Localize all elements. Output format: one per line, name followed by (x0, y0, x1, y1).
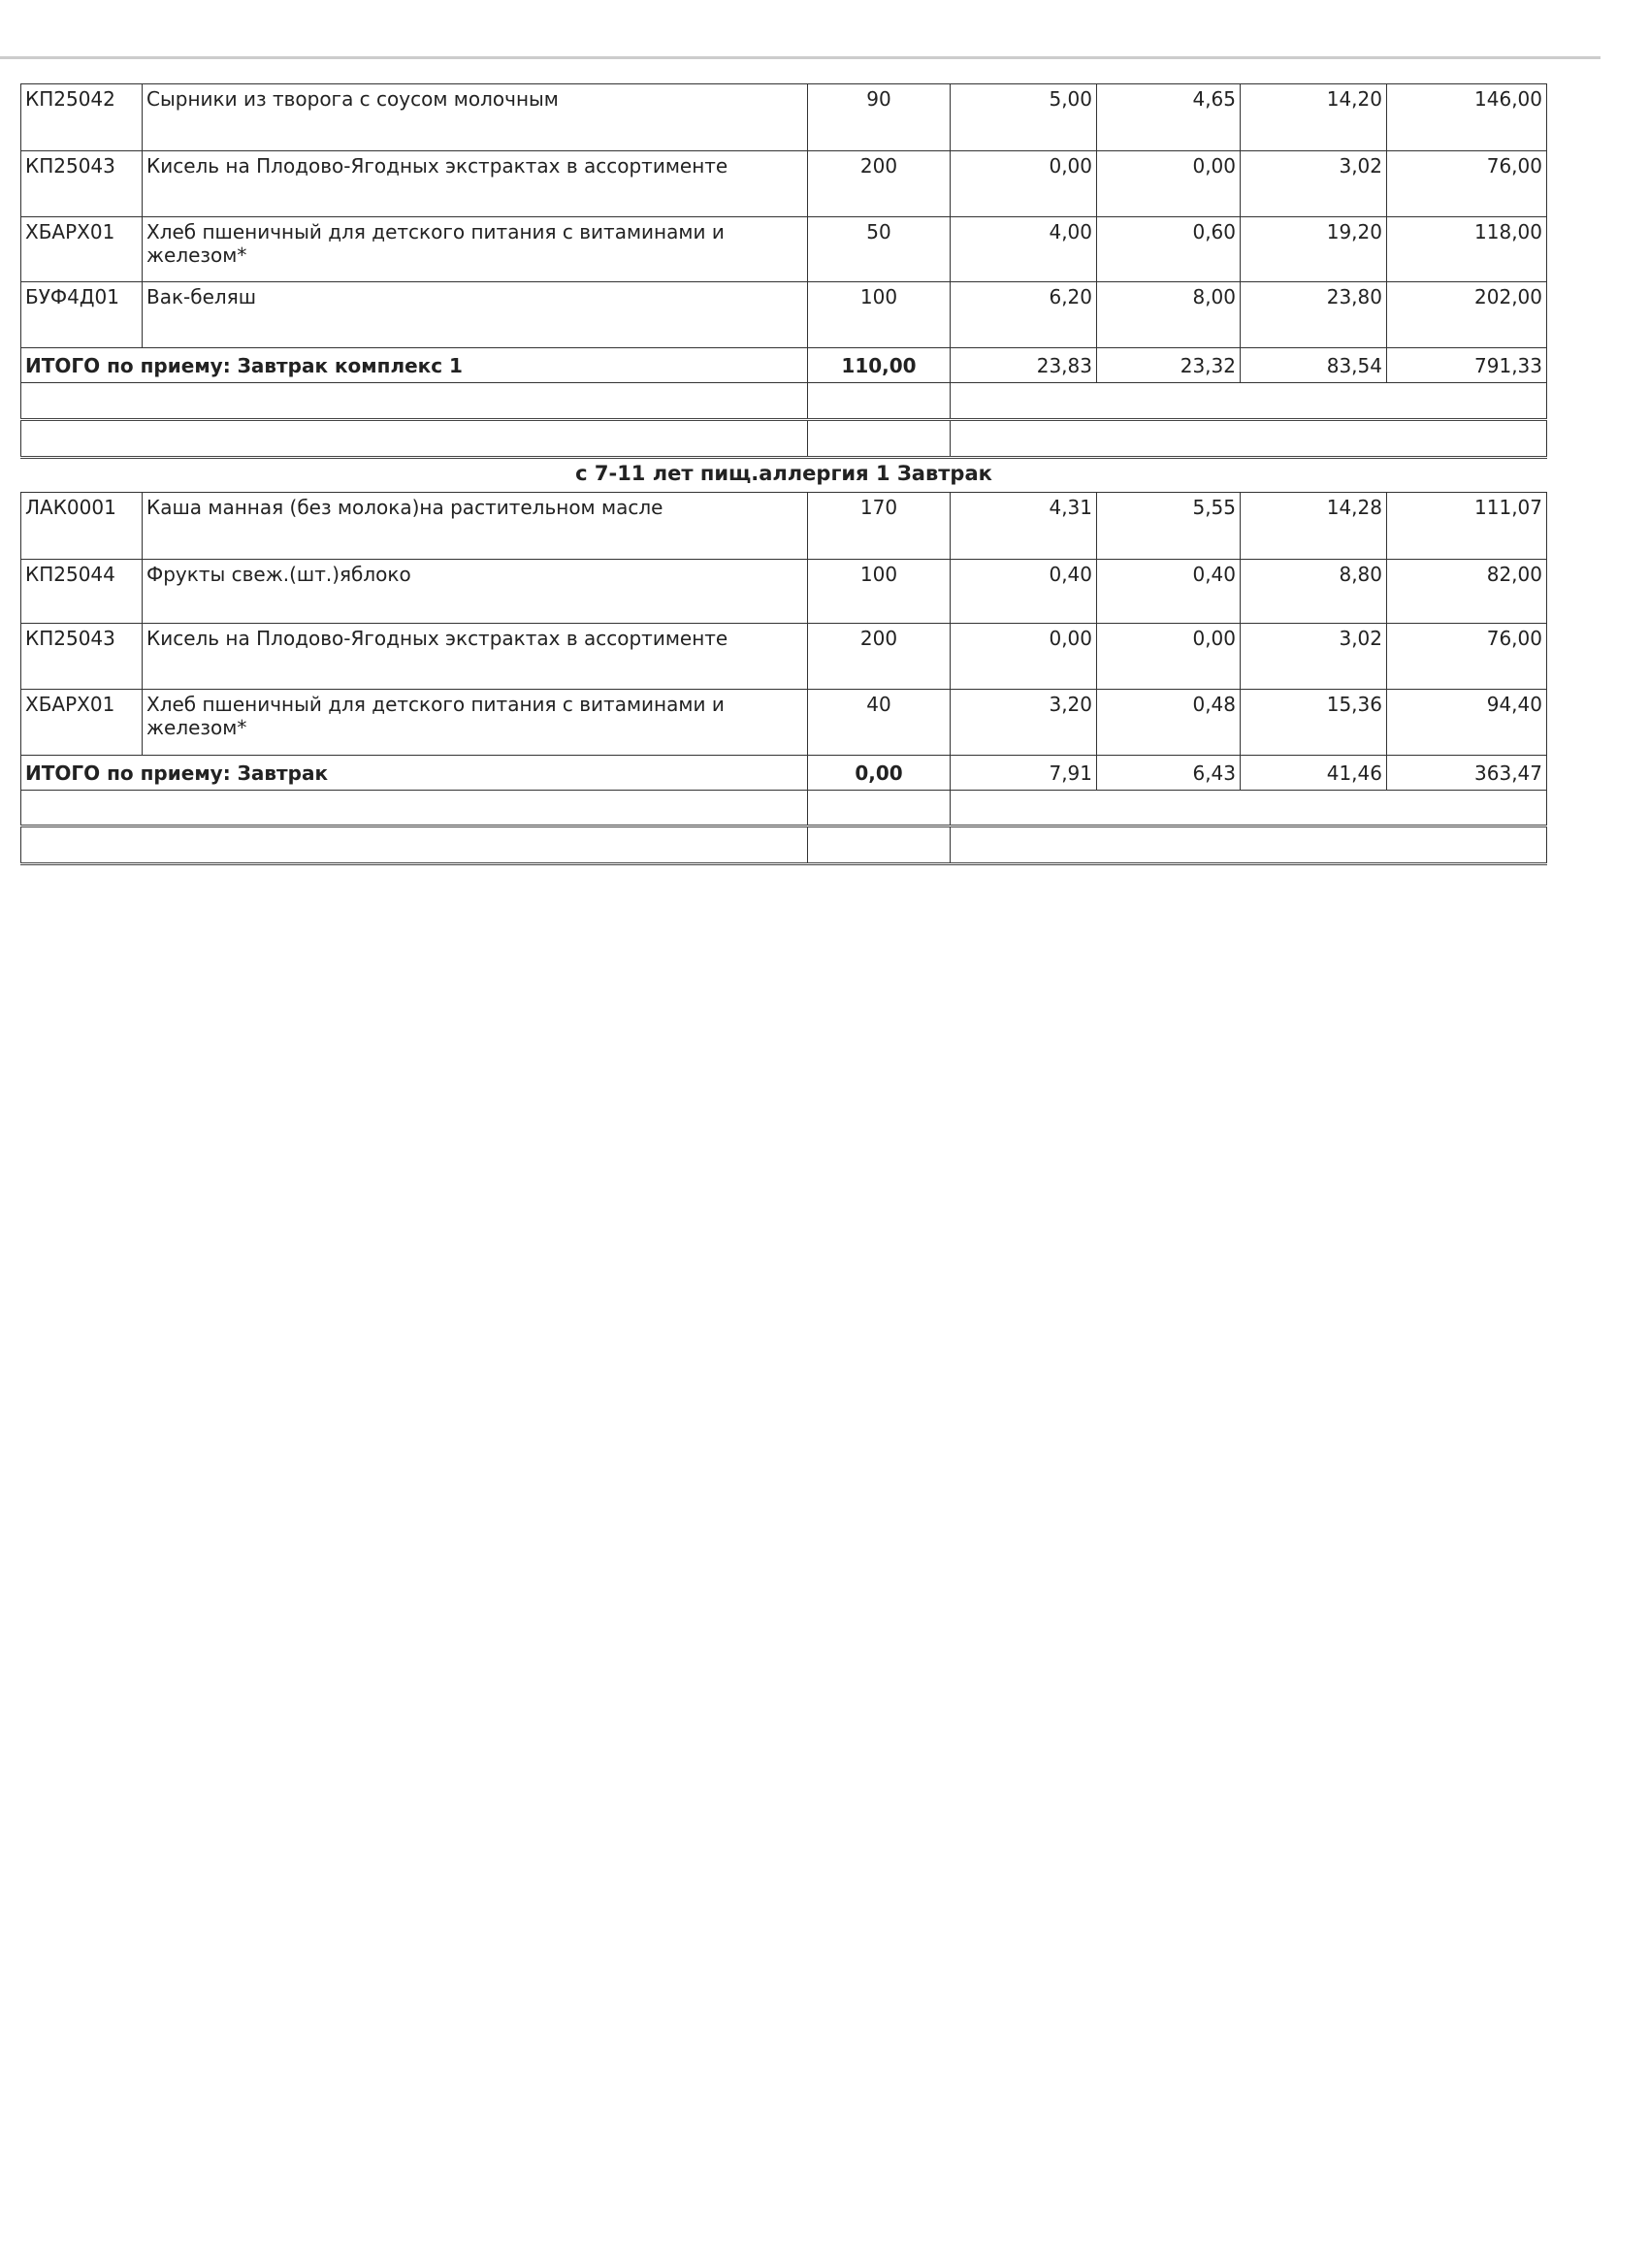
cell-code: КП25044 (20, 559, 143, 624)
cell-name: Хлеб пшеничный для детского питания с ви… (142, 689, 808, 756)
cell-fat: 5,55 (1096, 492, 1241, 560)
cell-protein: 6,20 (950, 281, 1097, 348)
empty-cell (807, 790, 951, 827)
empty-cell (807, 826, 951, 865)
cell-fat: 0,00 (1096, 150, 1241, 217)
cell-qty: 100 (807, 559, 951, 624)
cell-qty: 100 (807, 281, 951, 348)
total-fat: 6,43 (1096, 755, 1241, 791)
scan-edge (0, 56, 1600, 59)
cell-code: КП25043 (20, 623, 143, 690)
empty-cell (950, 419, 1547, 459)
empty-cell (20, 790, 808, 827)
cell-protein: 4,31 (950, 492, 1097, 560)
empty-cell (950, 382, 1547, 421)
cell-fat: 4,65 (1096, 83, 1241, 151)
cell-name: Сырники из творога с соусом молочным (142, 83, 808, 151)
cell-protein: 0,00 (950, 623, 1097, 690)
cell-protein: 0,00 (950, 150, 1097, 217)
cell-carbs: 14,28 (1240, 492, 1387, 560)
menu-table-allergy: ЛАК0001 Каша манная (без молока)на растит… (20, 492, 1547, 865)
total-qty: 110,00 (807, 347, 951, 383)
cell-code: ЛАК0001 (20, 492, 143, 560)
empty-row (20, 826, 1547, 865)
table-row: КП25043 Кисель на Плодово-Ягодных экстрак… (20, 150, 1547, 217)
cell-name: Фрукты свеж.(шт.)яблоко (142, 559, 808, 624)
cell-carbs: 23,80 (1240, 281, 1387, 348)
cell-carbs: 8,80 (1240, 559, 1387, 624)
table-row: ХБАРХ01 Хлеб пшеничный для детского питан… (20, 689, 1547, 756)
cell-name: Хлеб пшеничный для детского питания с ви… (142, 216, 808, 282)
cell-name: Каша манная (без молока)на растительном … (142, 492, 808, 560)
empty-cell (20, 826, 808, 865)
empty-row (20, 790, 1547, 827)
total-kcal: 791,33 (1386, 347, 1547, 383)
cell-fat: 0,00 (1096, 623, 1241, 690)
cell-carbs: 15,36 (1240, 689, 1387, 756)
total-protein: 23,83 (950, 347, 1097, 383)
total-row: ИТОГО по приему: Завтрак 0,00 7,91 6,43 41,4… (20, 755, 1547, 791)
empty-cell (807, 419, 951, 459)
total-label: ИТОГО по приему: Завтрак комплекс 1 (20, 347, 808, 383)
empty-row (20, 382, 1547, 421)
total-kcal: 363,47 (1386, 755, 1547, 791)
empty-row (20, 419, 1547, 459)
total-protein: 7,91 (950, 755, 1097, 791)
cell-qty: 200 (807, 150, 951, 217)
cell-name: Кисель на Плодово-Ягодных экстрактах в а… (142, 623, 808, 690)
cell-protein: 4,00 (950, 216, 1097, 282)
cell-kcal: 76,00 (1386, 150, 1547, 217)
cell-name: Вак-беляш (142, 281, 808, 348)
empty-cell (950, 790, 1547, 827)
table-row: БУФ4Д01 Вак-беляш 100 6,20 8,00 23,80 202,00 (20, 281, 1547, 348)
cell-fat: 0,60 (1096, 216, 1241, 282)
total-fat: 23,32 (1096, 347, 1241, 383)
cell-carbs: 3,02 (1240, 623, 1387, 690)
cell-qty: 200 (807, 623, 951, 690)
cell-kcal: 118,00 (1386, 216, 1547, 282)
table-row: КП25043 Кисель на Плодово-Ягодных экстрак… (20, 623, 1547, 690)
cell-protein: 0,40 (950, 559, 1097, 624)
empty-cell (950, 826, 1547, 865)
cell-name: Кисель на Плодово-Ягодных экстрактах в а… (142, 150, 808, 217)
cell-code: ХБАРХ01 (20, 216, 143, 282)
cell-qty: 170 (807, 492, 951, 560)
cell-code: КП25042 (20, 83, 143, 151)
empty-cell (20, 419, 808, 459)
cell-kcal: 94,40 (1386, 689, 1547, 756)
cell-kcal: 76,00 (1386, 623, 1547, 690)
cell-kcal: 82,00 (1386, 559, 1547, 624)
cell-kcal: 146,00 (1386, 83, 1547, 151)
cell-kcal: 111,07 (1386, 492, 1547, 560)
cell-fat: 0,48 (1096, 689, 1241, 756)
cell-carbs: 14,20 (1240, 83, 1387, 151)
table-row: КП25044 Фрукты свеж.(шт.)яблоко 100 0,40 0,4… (20, 559, 1547, 624)
cell-code: БУФ4Д01 (20, 281, 143, 348)
table-row: КП25042 Сырники из творога с соусом молоч… (20, 83, 1547, 151)
table-row: ЛАК0001 Каша манная (без молока)на растит… (20, 492, 1547, 560)
total-row: ИТОГО по приему: Завтрак комплекс 1 110,0… (20, 347, 1547, 383)
cell-qty: 40 (807, 689, 951, 756)
total-carbs: 83,54 (1240, 347, 1387, 383)
cell-protein: 3,20 (950, 689, 1097, 756)
cell-code: КП25043 (20, 150, 143, 217)
cell-qty: 50 (807, 216, 951, 282)
cell-kcal: 202,00 (1386, 281, 1547, 348)
total-qty: 0,00 (807, 755, 951, 791)
empty-cell (20, 382, 808, 421)
cell-qty: 90 (807, 83, 951, 151)
cell-carbs: 19,20 (1240, 216, 1387, 282)
section-title: с 7-11 лет пищ.аллергия 1 Завтрак (575, 462, 992, 485)
cell-carbs: 3,02 (1240, 150, 1387, 217)
cell-fat: 0,40 (1096, 559, 1241, 624)
table-row: ХБАРХ01 Хлеб пшеничный для детского питан… (20, 216, 1547, 282)
cell-protein: 5,00 (950, 83, 1097, 151)
total-carbs: 41,46 (1240, 755, 1387, 791)
total-label: ИТОГО по приему: Завтрак (20, 755, 808, 791)
cell-code: ХБАРХ01 (20, 689, 143, 756)
cell-fat: 8,00 (1096, 281, 1241, 348)
empty-cell (807, 382, 951, 421)
menu-table-complex-1: КП25042 Сырники из творога с соусом молоч… (20, 83, 1547, 459)
